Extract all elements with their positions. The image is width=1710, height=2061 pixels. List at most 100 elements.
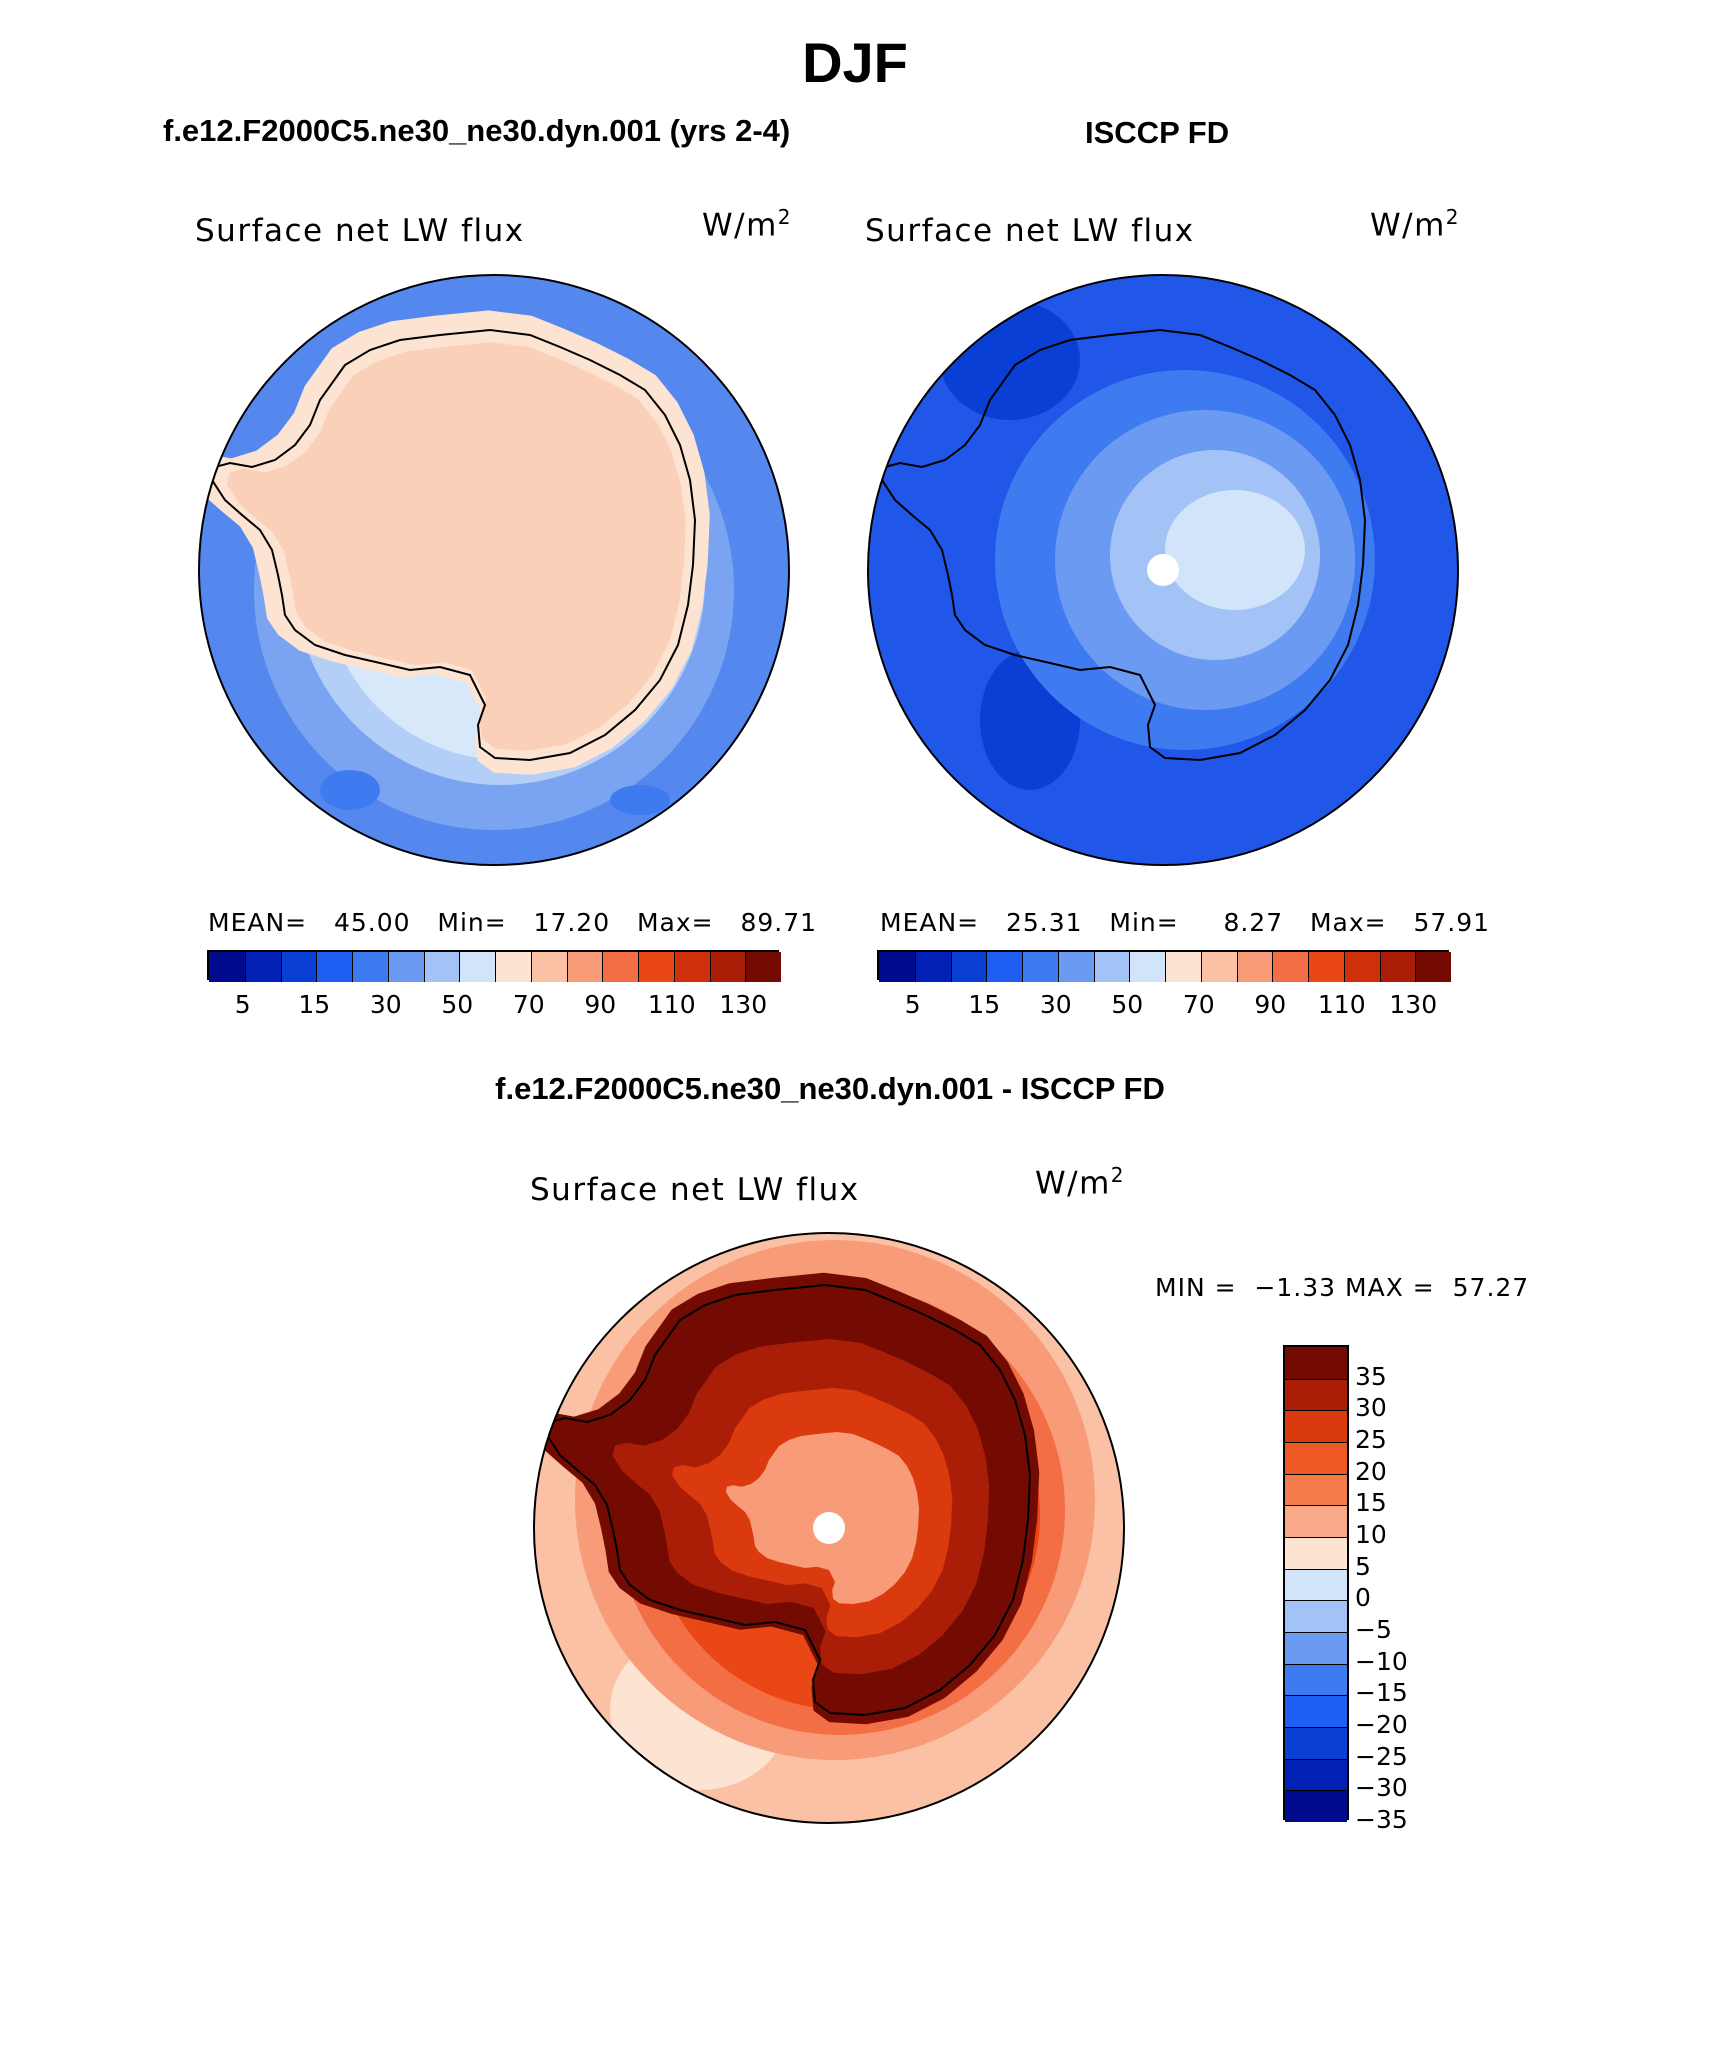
diff-colorbar-swatch	[1285, 1568, 1347, 1601]
diff-colorbar-swatch	[1285, 1600, 1347, 1632]
diff-colorbar-swatch	[1285, 1537, 1347, 1569]
model-colorbar-swatch	[709, 952, 746, 982]
obs-colorbar-swatch	[1272, 952, 1308, 982]
model-colorbar-swatch	[495, 952, 531, 982]
obs-min-value: 8.27	[1223, 908, 1284, 937]
diff-colorbar-tick-label: 30	[1355, 1393, 1387, 1423]
model-units: W/m2	[702, 205, 792, 243]
diff-colorbar-swatch	[1285, 1505, 1347, 1537]
diff-case-title: f.e12.F2000C5.ne30_ne30.dyn.001 - ISCCP …	[495, 1071, 1165, 1106]
model-colorbar-tick-label: 50	[441, 990, 474, 1019]
obs-colorbar-swatch	[1308, 952, 1344, 982]
model-case-title: f.e12.F2000C5.ne30_ne30.dyn.001 (yrs 2-4…	[163, 113, 791, 148]
model-colorbar-tick-label: 70	[512, 990, 545, 1019]
model-colorbar-tick-label: 90	[584, 990, 617, 1019]
model-colorbar-swatch	[244, 952, 281, 982]
model-colorbar-tick-label: 15	[298, 990, 331, 1019]
diff-colorbar-tick-label: −5	[1355, 1615, 1392, 1644]
diff-colorbar-tick-label: −25	[1355, 1741, 1408, 1771]
diff-colorbar-tick-label: −30	[1355, 1773, 1408, 1803]
obs-colorbar-swatch	[914, 952, 951, 982]
obs-colorbar-swatch	[1343, 952, 1380, 982]
diff-colorbar-swatch	[1285, 1632, 1347, 1664]
diff-colorbar-tick-label: −10	[1355, 1646, 1408, 1676]
obs-colorbar-tick-label: 30	[1039, 990, 1072, 1019]
model-mean-value: 45.00	[333, 908, 411, 937]
diff-variable-label: Surface net LW flux	[530, 1172, 860, 1208]
obs-colorbar-tick-label: 15	[968, 990, 1001, 1019]
obs-colorbar-swatch	[1093, 952, 1130, 982]
obs-mean-value: 25.31	[1005, 908, 1083, 937]
model-colorbar-swatch	[673, 952, 710, 982]
model-colorbar	[207, 950, 781, 982]
model-units-exponent: 2	[777, 205, 793, 229]
model-colorbar-tick-label: 30	[369, 990, 402, 1019]
obs-max-label: Max=	[1309, 908, 1387, 937]
obs-colorbar-swatch	[1129, 952, 1165, 982]
obs-colorbar-swatch	[879, 952, 915, 982]
obs-colorbar-swatch	[1022, 952, 1058, 982]
obs-colorbar-swatch	[1379, 952, 1416, 982]
obs-units-exponent: 2	[1445, 205, 1461, 229]
obs-colorbar-tick-label: 110	[1317, 990, 1366, 1019]
obs-max-value: 57.91	[1413, 908, 1491, 937]
model-colorbar-swatch	[352, 952, 388, 982]
model-colorbar-tick-label: 110	[647, 990, 696, 1019]
diff-colorbar-tick-label: −15	[1355, 1678, 1408, 1708]
model-colorbar-swatch	[602, 952, 638, 982]
diff-colorbar-swatch	[1285, 1473, 1347, 1506]
diff-min-value: −1.33	[1254, 1273, 1337, 1302]
diff-colorbar-tick-label: −20	[1355, 1710, 1408, 1739]
model-colorbar-swatch	[280, 952, 317, 982]
diff-units: W/m2	[1035, 1163, 1125, 1201]
model-colorbar-tick-label: 5	[234, 990, 251, 1019]
obs-units-text: W/m	[1370, 207, 1446, 244]
model-units-text: W/m	[702, 207, 778, 244]
obs-units: W/m2	[1370, 205, 1460, 243]
obs-map	[868, 275, 1458, 865]
diff-units-exponent: 2	[1110, 1163, 1126, 1187]
obs-colorbar-swatch	[950, 952, 987, 982]
obs-colorbar-tick-label: 50	[1111, 990, 1144, 1019]
diff-colorbar-swatch	[1285, 1378, 1347, 1411]
model-colorbar-swatch	[423, 952, 460, 982]
model-mean-label: MEAN=	[208, 908, 308, 937]
obs-colorbar	[877, 950, 1451, 982]
model-colorbar-swatch	[209, 952, 245, 982]
obs-colorbar-tick-label: 130	[1389, 990, 1438, 1019]
model-colorbar-tick-label: 130	[719, 990, 768, 1019]
diff-colorbar	[1283, 1345, 1349, 1822]
obs-colorbar-swatch	[1165, 952, 1201, 982]
diff-colorbar-tick-label: 0	[1355, 1583, 1371, 1613]
obs-colorbar-tick-label: 5	[904, 990, 921, 1019]
diff-stats: MIN = −1.33 MAX = 57.27	[1155, 1273, 1529, 1302]
diff-map	[534, 1233, 1124, 1823]
diff-colorbar-swatch	[1285, 1347, 1347, 1379]
model-max-label: Max=	[636, 908, 714, 937]
model-min-value: 17.20	[533, 908, 611, 937]
obs-stats: MEAN= 25.31 Min= 8.27 Max= 57.91	[880, 908, 1490, 937]
model-colorbar-swatch	[459, 952, 495, 982]
model-colorbar-swatch	[316, 952, 352, 982]
diff-map-border	[533, 1232, 1125, 1824]
model-variable-label: Surface net LW flux	[195, 213, 525, 249]
obs-case-title: ISCCP FD	[1085, 115, 1230, 150]
model-colorbar-swatch	[530, 952, 567, 982]
diff-colorbar-swatch	[1285, 1758, 1347, 1791]
diff-colorbar-swatch	[1285, 1663, 1347, 1696]
diff-max-label: MAX =	[1345, 1273, 1435, 1302]
obs-min-label: Min=	[1109, 908, 1179, 937]
model-max-value: 89.71	[740, 908, 818, 937]
model-map	[199, 275, 789, 865]
diff-colorbar-tick-label: −35	[1355, 1805, 1408, 1834]
diff-colorbar-tick-label: 25	[1355, 1425, 1387, 1454]
model-colorbar-ticks: 5 15 30 50 70 90 110 130	[207, 990, 779, 1022]
main-title: DJF	[802, 31, 908, 94]
obs-mean-label: MEAN=	[880, 908, 980, 937]
diff-min-label: MIN =	[1155, 1273, 1237, 1302]
obs-colorbar-tick-label: 70	[1182, 990, 1215, 1019]
diff-colorbar-swatch	[1285, 1695, 1347, 1727]
model-stats: MEAN= 45.00 Min= 17.20 Max= 89.71	[208, 908, 817, 937]
diff-colorbar-tick-label: 35	[1355, 1361, 1387, 1391]
